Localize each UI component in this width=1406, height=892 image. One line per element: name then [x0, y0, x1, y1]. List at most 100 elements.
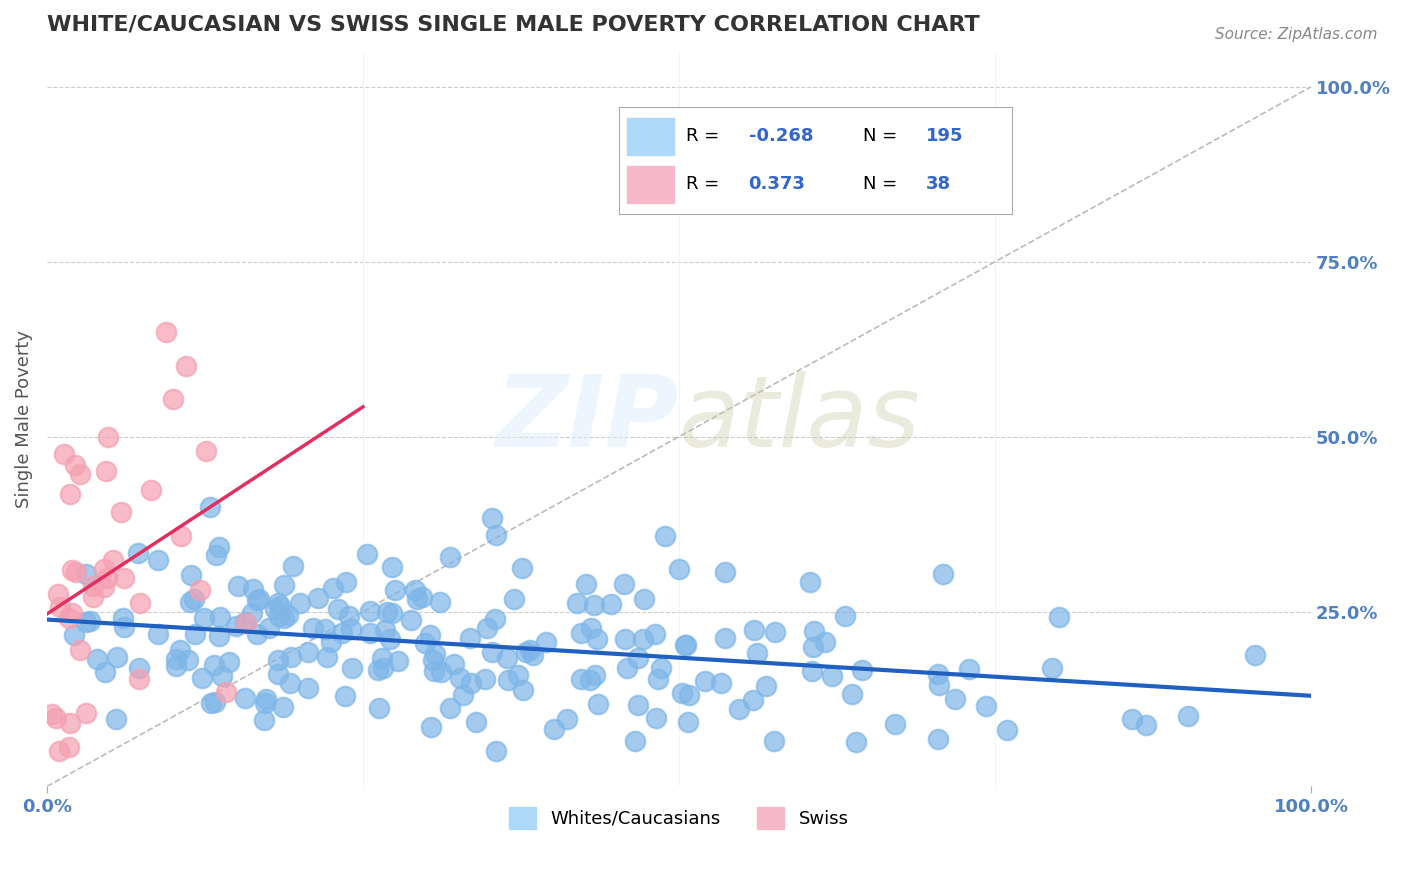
Point [49, 599, 72, 614]
Point [254, 692, 277, 706]
Point [534, 635, 557, 649]
Point [278, 676, 301, 690]
Point [46, 586, 69, 600]
Point [211, 669, 233, 683]
Point [271, 699, 294, 714]
Point [180, 568, 202, 582]
Point [41, 706, 63, 721]
Point [247, 592, 270, 607]
Point [429, 595, 451, 609]
Point [280, 649, 302, 664]
Point [200, 696, 222, 710]
Point [650, 661, 672, 675]
Point [371, 661, 394, 675]
Point [277, 608, 299, 623]
Text: R =: R = [686, 127, 724, 145]
Point [340, 622, 363, 636]
Point [458, 631, 481, 645]
Point [519, 642, 541, 657]
Point [53, 447, 76, 461]
Point [75, 706, 97, 720]
Point [928, 677, 950, 691]
Point [375, 605, 398, 619]
Point [543, 723, 565, 737]
Point [803, 624, 825, 638]
Point [460, 676, 482, 690]
Point [481, 511, 503, 525]
Text: 0.373: 0.373 [748, 175, 806, 193]
Point [503, 591, 526, 606]
Point [128, 596, 150, 610]
Point [208, 540, 231, 554]
Text: WHITE/CAUCASIAN VS SWISS SINGLE MALE POVERTY CORRELATION CHART: WHITE/CAUCASIAN VS SWISS SINGLE MALE POV… [46, 15, 980, 35]
Point [932, 566, 955, 581]
Point [319, 635, 342, 649]
Point [884, 716, 907, 731]
Point [162, 392, 184, 406]
Y-axis label: Single Male Poverty: Single Male Poverty [15, 330, 32, 508]
Point [623, 733, 645, 747]
Point [370, 650, 392, 665]
Point [762, 733, 785, 747]
Point [233, 615, 256, 629]
Point [451, 688, 474, 702]
Point [297, 645, 319, 659]
Point [269, 608, 291, 623]
Point [75, 615, 97, 629]
Point [79, 614, 101, 628]
Point [63, 458, 86, 472]
Point [254, 696, 277, 710]
Point [727, 701, 749, 715]
Point [202, 657, 225, 672]
Point [485, 744, 508, 758]
Point [411, 590, 433, 604]
Point [269, 599, 291, 613]
Point [273, 578, 295, 592]
Point [1244, 648, 1267, 662]
Point [799, 574, 821, 589]
Point [1135, 718, 1157, 732]
Text: N =: N = [863, 175, 903, 193]
Point [235, 615, 257, 630]
Point [422, 653, 444, 667]
Point [58, 739, 80, 754]
Point [315, 650, 337, 665]
Point [508, 668, 530, 682]
Point [96, 571, 118, 585]
Point [205, 549, 228, 563]
Point [675, 638, 697, 652]
Point [997, 723, 1019, 737]
Point [399, 613, 422, 627]
Point [60, 606, 83, 620]
Point [82, 578, 104, 592]
Point [613, 632, 636, 647]
Legend: Whites/Caucasians, Swiss: Whites/Caucasians, Swiss [502, 800, 856, 836]
Point [633, 592, 655, 607]
Point [1121, 712, 1143, 726]
Point [69, 643, 91, 657]
Point [93, 580, 115, 594]
Point [165, 659, 187, 673]
Point [381, 559, 404, 574]
Point [449, 671, 471, 685]
Point [512, 682, 534, 697]
Text: Source: ZipAtlas.com: Source: ZipAtlas.com [1215, 27, 1378, 42]
Point [557, 712, 579, 726]
Point [45, 711, 67, 725]
Point [330, 625, 353, 640]
Point [82, 591, 104, 605]
Point [191, 671, 214, 685]
Point [204, 694, 226, 708]
Point [803, 640, 825, 654]
Point [297, 681, 319, 695]
Point [678, 688, 700, 702]
Point [335, 574, 357, 589]
Point [578, 673, 600, 687]
Point [246, 627, 269, 641]
Point [263, 602, 285, 616]
Point [423, 648, 446, 662]
Point [515, 645, 537, 659]
Point [356, 547, 378, 561]
Point [59, 715, 82, 730]
Text: R =: R = [686, 175, 730, 193]
